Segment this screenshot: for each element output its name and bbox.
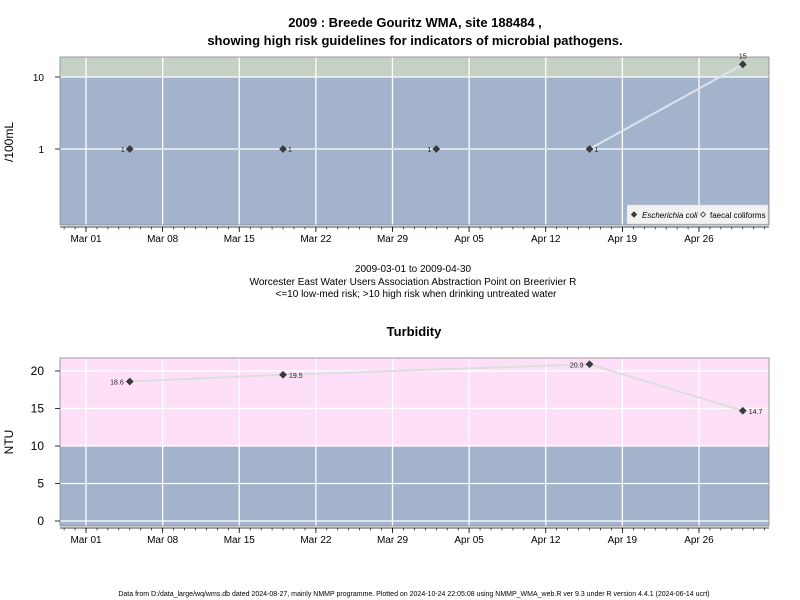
x-tick-label: Mar 01 bbox=[70, 234, 102, 245]
x-tick-label: Apr 12 bbox=[531, 535, 561, 546]
turbidity-point bbox=[279, 370, 287, 379]
ecoli-data-label: 1 bbox=[427, 147, 431, 154]
legend-box bbox=[626, 204, 769, 225]
turbidity-point bbox=[125, 377, 134, 386]
x-tick-label: Apr 19 bbox=[608, 535, 638, 546]
x-tick-label: Apr 26 bbox=[684, 234, 714, 245]
x-tick-label: Mar 08 bbox=[147, 535, 179, 546]
turbidity-data-label: 20.9 bbox=[570, 362, 584, 369]
y-tick-label: 10 bbox=[33, 73, 45, 84]
site-name-caption: Worcester East Water Users Association A… bbox=[250, 277, 577, 288]
chart-title-line-2: showing high risk guidelines for indicat… bbox=[207, 33, 622, 48]
turbidity-point bbox=[738, 406, 747, 415]
x-tick-label: Mar 29 bbox=[377, 535, 409, 546]
y-tick-label: 1 bbox=[38, 145, 44, 156]
ecoli-point bbox=[738, 60, 747, 69]
legend: Escherichia coli faecal coliforms bbox=[626, 204, 769, 225]
turbidity-panel: 0 5 10 15 20 NTU Mar 01 Mar 08 Mar 15 Mar 22 Mar 2… bbox=[2, 357, 770, 546]
turbidity-data-label: 18.6 bbox=[110, 380, 124, 387]
x-tick-label: Apr 12 bbox=[531, 234, 561, 245]
risk-note-caption: <=10 low-med risk; >10 high risk when dr… bbox=[276, 289, 558, 300]
legend-faecal-label: faecal coliforms bbox=[710, 211, 766, 220]
turbidity-series-line bbox=[129, 363, 744, 412]
y-tick-label: 10 bbox=[31, 439, 45, 453]
y-axis-label: /100mL bbox=[2, 122, 16, 162]
chart-title-line-1: 2009 : Breede Gouritz WMA, site 188484 , bbox=[288, 15, 542, 30]
ecoli-data-label: 15 bbox=[739, 53, 747, 60]
y-axis-label: NTU bbox=[2, 430, 16, 455]
high-risk-band bbox=[60, 57, 769, 77]
ecoli-point bbox=[279, 145, 287, 153]
x-tick-label: Apr 05 bbox=[454, 535, 484, 546]
y-tick-label: 0 bbox=[37, 514, 44, 528]
ecoli-data-label: 1 bbox=[288, 147, 292, 154]
high-risk-band bbox=[60, 358, 769, 446]
turbidity-data-label: 19.5 bbox=[289, 373, 303, 380]
low-risk-band bbox=[60, 77, 769, 225]
microbial-panel: 1 10/100mL Mar 01 Mar 08 Mar 15 Mar 22 Mar 29 A… bbox=[2, 53, 770, 245]
low-risk-band bbox=[60, 446, 769, 526]
x-tick-label: Mar 15 bbox=[224, 234, 256, 245]
x-tick-label: Mar 08 bbox=[147, 234, 179, 245]
x-tick-label: Apr 19 bbox=[608, 234, 638, 245]
plot-frame bbox=[59, 56, 770, 226]
y-tick-label: 15 bbox=[31, 402, 45, 416]
x-tick-label: Mar 22 bbox=[300, 234, 332, 245]
x-tick-label: Mar 29 bbox=[377, 234, 409, 245]
turbidity-data-label: 14.7 bbox=[749, 409, 763, 416]
ecoli-data-label: 1 bbox=[595, 147, 599, 154]
x-tick-label: Mar 22 bbox=[300, 535, 332, 546]
legend-ecoli-label: Escherichia coli bbox=[642, 211, 698, 220]
ecoli-data-label: 1 bbox=[121, 147, 125, 154]
y-tick-label: 5 bbox=[37, 477, 44, 491]
x-tick-label: Apr 26 bbox=[684, 535, 714, 546]
footer-note: Data from D:/data_large/wq/wms.db dated … bbox=[118, 591, 709, 598]
ecoli-point bbox=[125, 145, 134, 153]
x-tick-label: Mar 15 bbox=[224, 535, 256, 546]
turbidity-point bbox=[585, 360, 594, 369]
x-tick-label: Mar 01 bbox=[70, 535, 102, 546]
x-tick-label: Apr 05 bbox=[454, 234, 484, 245]
ecoli-point bbox=[432, 145, 441, 153]
turbidity-title: Turbidity bbox=[387, 324, 442, 339]
legend-ecoli-marker bbox=[630, 211, 638, 218]
y-tick-label: 20 bbox=[31, 364, 45, 378]
ecoli-point bbox=[585, 145, 594, 153]
plot-frame bbox=[59, 357, 770, 527]
date-range-caption: 2009-03-01 to 2009-04-30 bbox=[355, 264, 472, 275]
legend-faecal-marker bbox=[699, 211, 707, 218]
